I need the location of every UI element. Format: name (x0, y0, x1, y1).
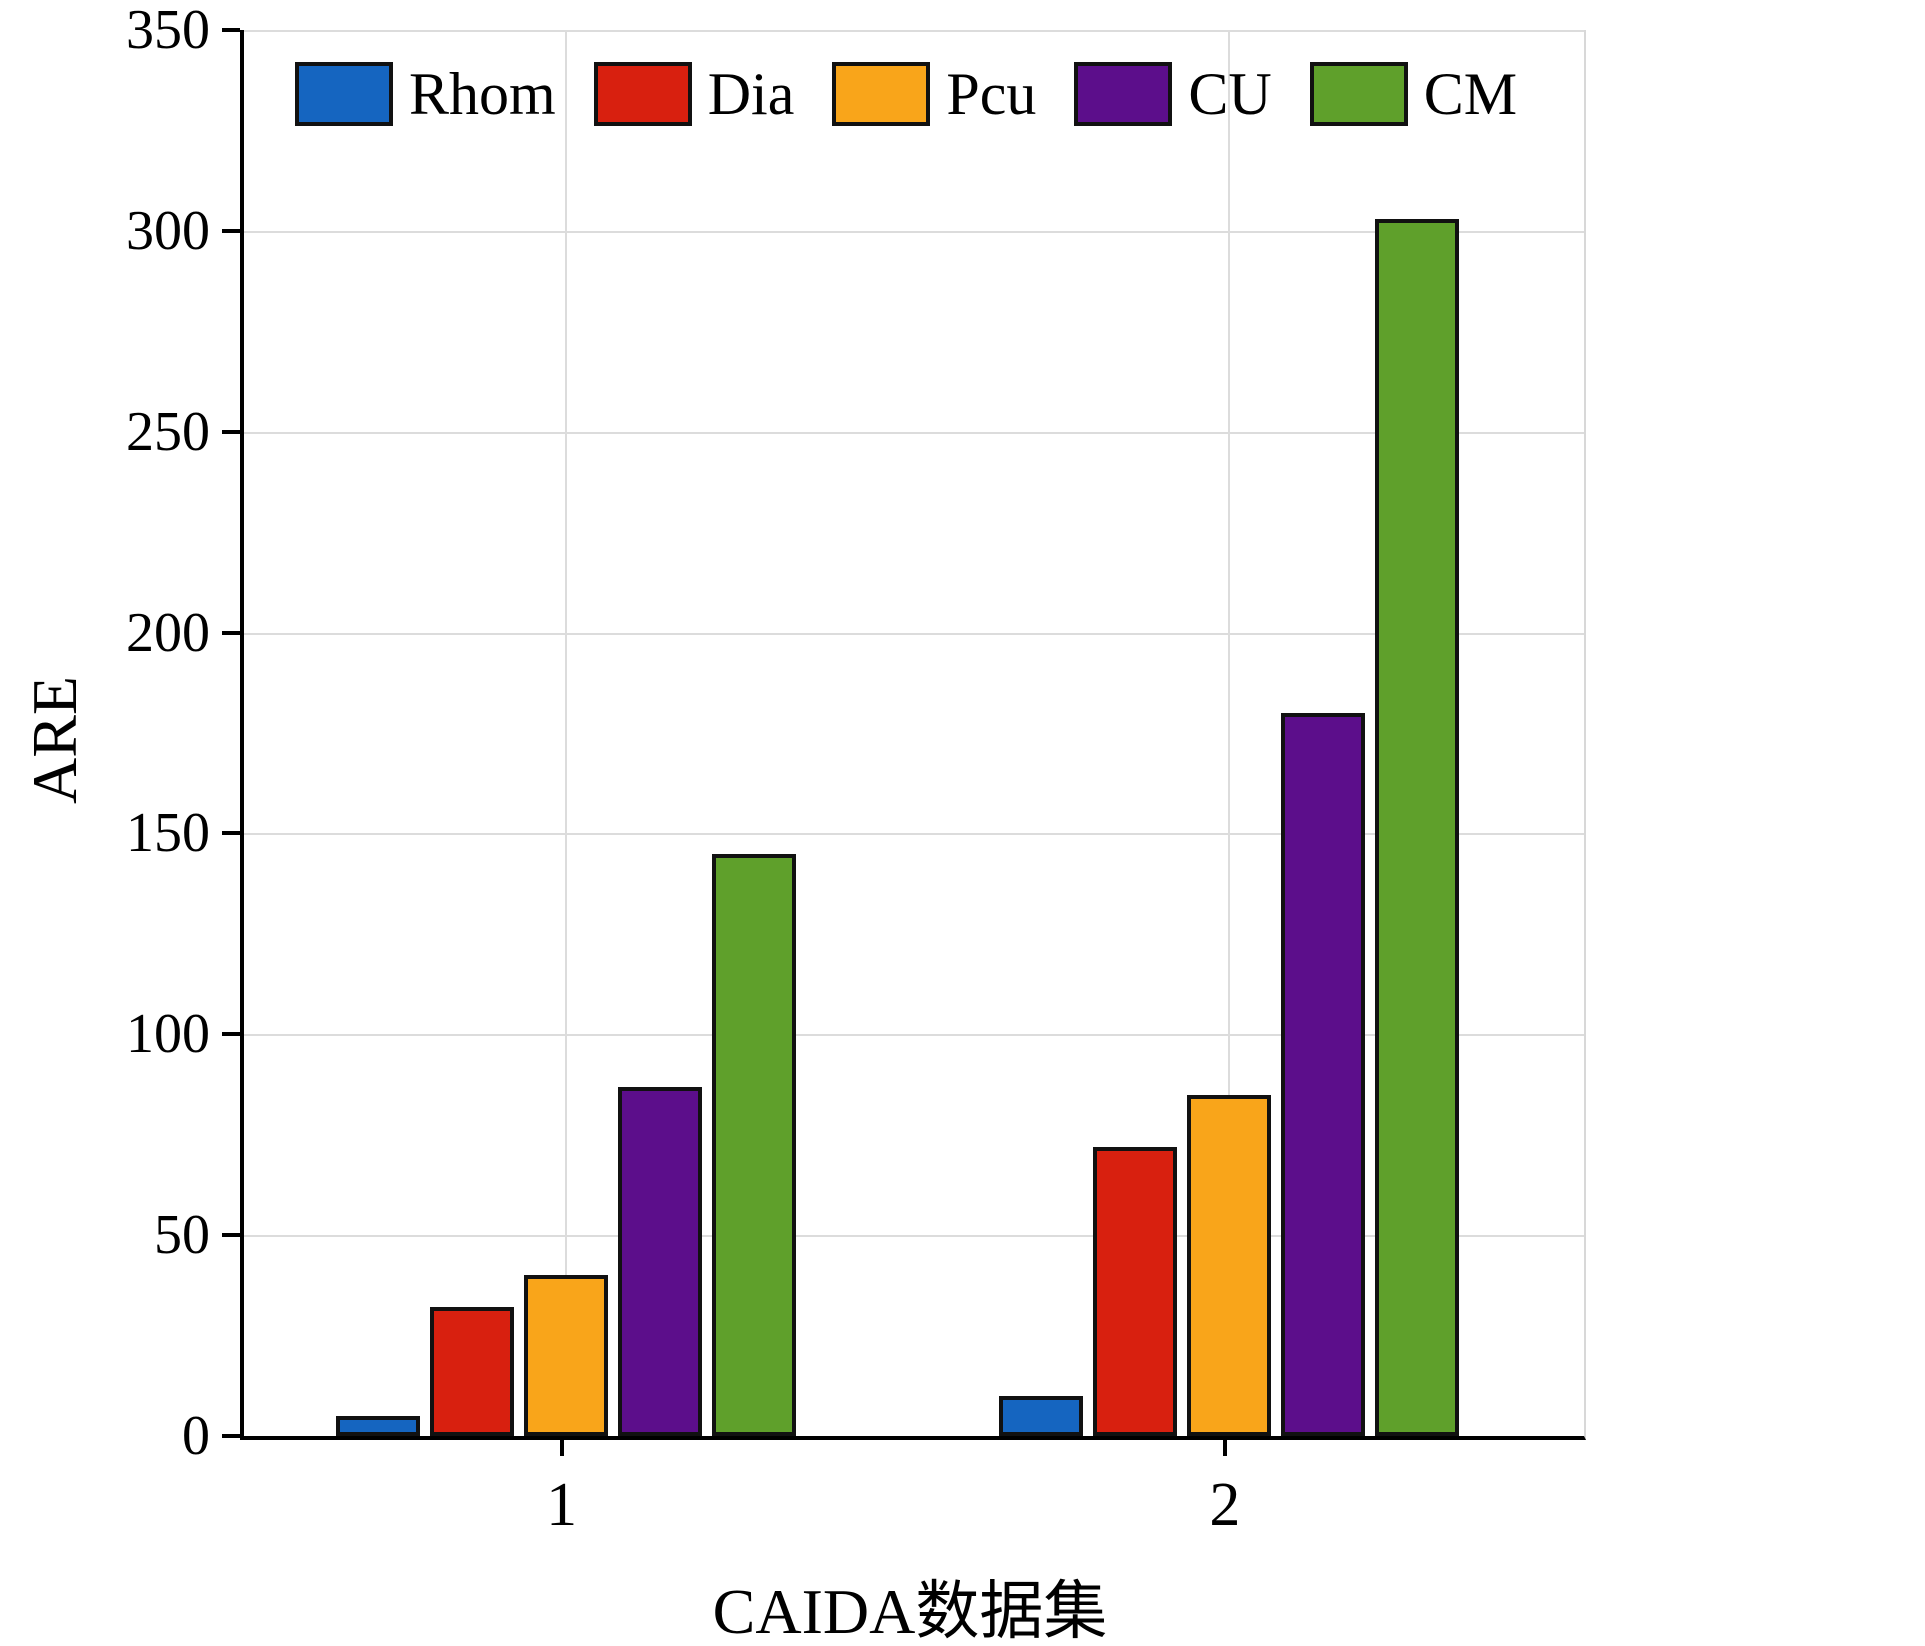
h-gridline (244, 632, 1584, 635)
y-tick-label: 100 (126, 1003, 210, 1066)
bar-CM-2 (1374, 218, 1459, 1436)
h-gridline (244, 431, 1584, 434)
h-gridline (244, 1034, 1584, 1037)
legend-item-CU: CU (1074, 61, 1272, 127)
legend-label-CU: CU (1188, 61, 1272, 127)
legend-label-CM: CM (1423, 61, 1518, 127)
x-tick-label: 2 (1209, 1471, 1241, 1539)
legend: Rhom Dia Pcu CU CM (295, 62, 1517, 126)
y-tick-mark (222, 1233, 240, 1238)
y-tick-label: 300 (126, 199, 210, 262)
x-tick-mark (559, 1440, 564, 1456)
y-tick-mark (222, 228, 240, 233)
bar-Rhom-2 (998, 1395, 1083, 1436)
h-gridline (244, 833, 1584, 836)
v-gridline (1227, 30, 1230, 1436)
v-gridline (564, 30, 567, 1436)
legend-swatch-Rhom (295, 62, 393, 126)
y-tick-label: 350 (126, 0, 210, 61)
legend-label-Rhom: Rhom (409, 61, 556, 127)
legend-swatch-CU (1074, 62, 1173, 126)
bar-Dia-2 (1092, 1146, 1177, 1436)
y-tick-mark (222, 28, 240, 32)
y-tick-mark (222, 831, 240, 836)
h-gridline (244, 230, 1584, 233)
legend-item-Rhom: Rhom (295, 62, 556, 126)
y-tick-label: 150 (126, 802, 210, 865)
bar-CM-1 (711, 853, 796, 1436)
legend-label-Pcu: Pcu (946, 61, 1037, 127)
y-tick-mark (222, 1434, 240, 1438)
bar-Pcu-2 (1186, 1094, 1271, 1436)
bar-Rhom-1 (335, 1415, 420, 1436)
y-tick-label: 50 (154, 1204, 210, 1267)
legend-item-Dia: Dia (593, 61, 795, 127)
y-tick-label: 0 (182, 1405, 210, 1467)
y-tick-mark (222, 429, 240, 434)
h-gridline (244, 30, 1584, 32)
bar-CU-1 (617, 1086, 702, 1436)
legend-item-CM: CM (1309, 61, 1518, 127)
y-tick-label: 250 (126, 400, 210, 463)
x-tick-label: 1 (546, 1471, 578, 1539)
x-tick-mark (1222, 1440, 1227, 1456)
bar-Dia-1 (429, 1307, 514, 1436)
y-tick-mark (222, 1032, 240, 1037)
bar-CU-2 (1280, 712, 1365, 1436)
y-tick-label: 200 (126, 601, 210, 664)
bar-Pcu-1 (523, 1275, 608, 1436)
legend-swatch-Pcu (832, 62, 931, 126)
legend-item-Pcu: Pcu (832, 62, 1036, 126)
h-gridline (244, 1235, 1584, 1238)
legend-swatch-Dia (593, 62, 692, 126)
x-axis-title: CAIDA数据集 (712, 1576, 1108, 1646)
y-tick-mark (222, 630, 240, 635)
plot-area (240, 30, 1586, 1440)
legend-label-Dia: Dia (707, 61, 795, 127)
legend-swatch-CM (1309, 62, 1408, 126)
y-axis-title: ARE (19, 676, 90, 804)
